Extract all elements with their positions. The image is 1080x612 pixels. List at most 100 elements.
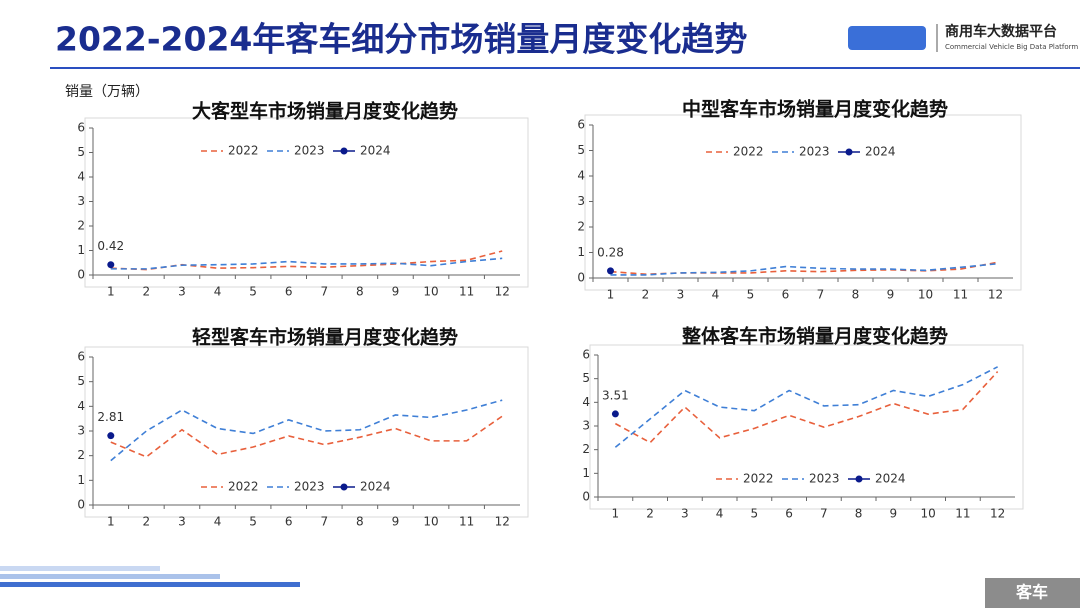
x-tick-label: 6: [285, 515, 293, 529]
y-tick-label: 0: [77, 268, 85, 282]
y-tick-label: 3: [77, 194, 85, 208]
y-tick-label: 3: [582, 419, 590, 433]
y-tick-label: 4: [577, 169, 585, 183]
data-point: [607, 267, 614, 275]
logo-icon: [848, 26, 926, 50]
footer-tag: 客车: [1016, 583, 1048, 602]
x-tick-label: 3: [178, 515, 186, 529]
x-tick-label: 7: [320, 285, 328, 299]
x-tick-label: 8: [356, 515, 364, 529]
x-tick-label: 3: [681, 507, 689, 521]
series-line: [110, 415, 503, 458]
y-tick-label: 5: [577, 143, 585, 157]
legend-label: 2022: [228, 144, 259, 158]
plot-frame: [589, 344, 1024, 510]
x-tick-label: 1: [107, 285, 115, 299]
y-tick-label: 0: [582, 490, 590, 504]
logo-name: 商用车大数据平台: [945, 23, 1057, 40]
x-tick-label: 1: [612, 507, 620, 521]
x-tick-label: 2: [143, 285, 151, 299]
stripe: [0, 566, 160, 571]
x-tick-label: 4: [712, 288, 720, 302]
footer-decoration: [0, 566, 300, 587]
legend-label: 2023: [799, 145, 830, 159]
x-tick-label: 9: [890, 507, 898, 521]
series-line: [110, 399, 503, 462]
series-line: [610, 263, 996, 276]
stripe: [0, 582, 300, 587]
data-point: [611, 410, 619, 418]
y-tick-label: 6: [77, 121, 85, 135]
y-tick-label: 1: [577, 245, 585, 259]
unit-label: 销量（万辆）: [65, 84, 149, 100]
x-tick-label: 1: [107, 515, 115, 529]
slide-title: 2022-2024年客车细分市场销量月度变化趋势: [55, 20, 747, 59]
x-tick-label: 1: [607, 288, 615, 302]
series-line: [110, 250, 503, 271]
x-tick-label: 12: [495, 285, 510, 299]
y-tick-label: 0: [577, 271, 585, 285]
legend-label: 2023: [294, 144, 325, 158]
y-tick-label: 2: [577, 220, 585, 234]
chart-title: 大客型车市场销量月度变化趋势: [192, 100, 458, 123]
x-tick-label: 10: [423, 515, 438, 529]
chart-title: 轻型客车市场销量月度变化趋势: [192, 326, 458, 349]
y-tick-label: 2: [77, 219, 85, 233]
x-tick-label: 7: [817, 288, 825, 302]
data-label: 2.81: [97, 410, 124, 424]
x-tick-label: 2: [642, 288, 650, 302]
y-tick-label: 1: [77, 473, 85, 487]
x-tick-label: 8: [356, 285, 364, 299]
chart-title: 整体客车市场销量月度变化趋势: [682, 325, 948, 348]
legend-label: 2022: [733, 145, 764, 159]
x-tick-label: 8: [855, 507, 863, 521]
y-tick-label: 1: [77, 243, 85, 257]
x-tick-label: 9: [887, 288, 895, 302]
y-tick-label: 2: [582, 442, 590, 456]
stripe: [0, 574, 220, 579]
legend-label: 2024: [875, 472, 906, 486]
x-tick-label: 6: [782, 288, 790, 302]
x-tick-label: 3: [677, 288, 685, 302]
x-tick-label: 5: [249, 285, 257, 299]
x-tick-label: 11: [955, 507, 970, 521]
legend-marker: [845, 148, 853, 156]
plot-frame: [84, 346, 529, 518]
y-tick-label: 1: [582, 466, 590, 480]
legend-label: 2022: [743, 472, 774, 486]
data-label: 0.28: [597, 245, 624, 259]
x-tick-label: 12: [990, 507, 1005, 521]
data-label: 3.51: [602, 388, 629, 402]
x-tick-label: 12: [988, 288, 1003, 302]
x-tick-label: 7: [320, 515, 328, 529]
data-point: [107, 261, 115, 269]
y-tick-label: 4: [582, 395, 590, 409]
x-tick-label: 2: [646, 507, 654, 521]
x-tick-label: 12: [495, 515, 510, 529]
x-tick-label: 10: [423, 285, 438, 299]
legend-label: 2023: [809, 472, 840, 486]
series-line: [614, 366, 998, 448]
legend-label: 2024: [360, 480, 391, 494]
chart-title: 中型客车市场销量月度变化趋势: [682, 98, 948, 121]
x-tick-label: 4: [214, 515, 222, 529]
x-tick-label: 9: [392, 515, 400, 529]
x-tick-label: 5: [751, 507, 759, 521]
x-tick-label: 8: [852, 288, 860, 302]
x-tick-label: 11: [459, 515, 474, 529]
x-tick-label: 2: [143, 515, 151, 529]
logo-subtitle: Commercial Vehicle Big Data Platform: [945, 43, 1078, 51]
x-tick-label: 4: [716, 507, 724, 521]
plot-frame: [584, 114, 1022, 291]
x-tick-label: 10: [918, 288, 933, 302]
legend-marker: [855, 475, 863, 483]
legend-label: 2023: [294, 480, 325, 494]
y-tick-label: 6: [582, 348, 590, 362]
data-point: [107, 432, 115, 440]
x-tick-label: 3: [178, 285, 186, 299]
series-line: [610, 261, 996, 275]
series-line: [110, 257, 503, 270]
x-tick-label: 11: [459, 285, 474, 299]
y-tick-label: 5: [77, 374, 85, 388]
